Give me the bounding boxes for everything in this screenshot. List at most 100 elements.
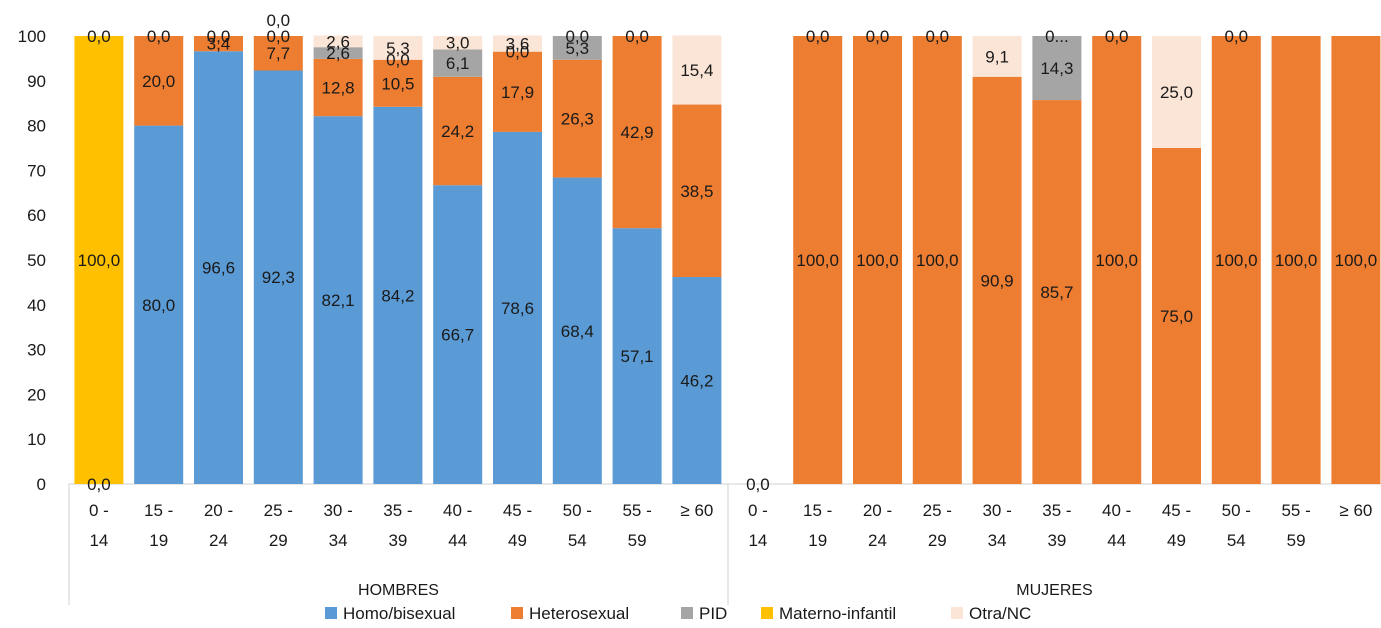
category-label: 35 -	[383, 501, 412, 520]
data-label: 0,0	[806, 27, 830, 46]
data-label: 100,0	[856, 251, 899, 270]
bar-segment-heterosexual	[612, 36, 662, 229]
bar-segment-materno-infantil	[74, 36, 124, 484]
bar-segment-pid	[552, 36, 602, 60]
bar-segment-pid	[1032, 36, 1082, 101]
data-label: 25,0	[1160, 83, 1193, 102]
data-label: 15,4	[680, 61, 713, 80]
bar-segment-homo-bisexual	[612, 228, 662, 484]
bar-segment-heterosexual	[1211, 36, 1261, 484]
bar-segment-heterosexual	[672, 104, 722, 278]
data-label: 0,0	[386, 51, 410, 70]
legend-swatch	[761, 607, 773, 619]
data-label: 0,0	[866, 27, 890, 46]
category-label: 45 -	[503, 501, 532, 520]
bar-segment-heterosexual	[1271, 36, 1321, 484]
bar-segment-pid	[313, 47, 363, 59]
category-label: 55 -	[622, 501, 651, 520]
data-label: 24,2	[441, 122, 474, 141]
data-label: 92,3	[262, 268, 295, 287]
bar-segment-heterosexual	[912, 36, 962, 484]
group-label: MUJERES	[1016, 582, 1092, 599]
data-label: 42,9	[621, 123, 654, 142]
data-label: 0,0	[266, 27, 290, 46]
category-label: 50 -	[563, 501, 592, 520]
data-label: 0,0	[207, 27, 231, 46]
legend-swatch	[951, 607, 963, 619]
data-label: 84,2	[381, 286, 414, 305]
data-label: 3,6	[506, 35, 530, 54]
category-label: 49	[1167, 531, 1186, 550]
category-label: 40 -	[1102, 501, 1131, 520]
data-label: 5,3	[386, 39, 410, 58]
data-label: 0,0	[1105, 27, 1129, 46]
bar-segment-homo-bisexual	[552, 177, 602, 484]
bar-segment-heterosexual	[1331, 36, 1381, 484]
bar-segment-homo-bisexual	[194, 51, 243, 485]
bar-segment-homo-bisexual	[373, 106, 423, 484]
category-label: 25 -	[923, 501, 952, 520]
data-label: 100,0	[1095, 251, 1138, 270]
data-label: 12,8	[322, 79, 355, 98]
data-label: 14,3	[1040, 59, 1073, 78]
bar-segment-homo-bisexual	[672, 277, 722, 484]
data-label: 0,0	[625, 27, 649, 46]
bar-segment-homo-bisexual	[313, 116, 363, 484]
data-label: 17,9	[501, 83, 534, 102]
category-label: 20 -	[863, 501, 892, 520]
data-label: 0,0	[87, 27, 111, 46]
data-label: 3,0	[446, 34, 470, 53]
legend-label: Heterosexual	[529, 604, 629, 623]
bar-segment-homo-bisexual	[433, 185, 483, 484]
data-label: 85,7	[1040, 283, 1073, 302]
data-label: 100,0	[916, 251, 959, 270]
category-label: 14	[89, 531, 108, 550]
data-label: 0,0	[746, 475, 770, 494]
data-label: 3,4	[207, 35, 231, 54]
bar-segment-heterosexual	[853, 36, 902, 484]
legend-swatch	[325, 607, 337, 619]
category-label: 19	[808, 531, 827, 550]
data-label: 100,0	[1335, 251, 1378, 270]
data-label: 0,0	[87, 475, 111, 494]
legend-swatch	[511, 607, 523, 619]
data-label: 46,2	[680, 372, 713, 391]
legend: Homo/bisexual Heterosexual PID Materno-infa…	[325, 604, 1031, 623]
bar-segment-heterosexual	[493, 51, 542, 132]
data-label: 68,4	[561, 322, 594, 341]
data-label: 100,0	[1275, 251, 1318, 270]
y-tick-label: 90	[27, 72, 46, 91]
bar-segment-heterosexual	[433, 76, 483, 186]
data-label: 0,0	[147, 27, 171, 46]
y-tick-label: 30	[27, 341, 46, 360]
bar-segment-heterosexual	[253, 36, 303, 71]
group-label: HOMBRES	[358, 582, 439, 599]
data-label: 0,0	[506, 43, 530, 62]
category-label: 20 -	[204, 501, 233, 520]
data-label: 9,1	[985, 47, 1009, 66]
axis-layer: 0 10 20 30 40 50 60 70 80 90 100 HOMBRES 0 - 14 15 - 19…	[18, 27, 1381, 605]
bar-segment-otra-nc	[313, 35, 363, 48]
data-label: 26,3	[561, 110, 594, 129]
category-label: ≥ 60	[680, 501, 713, 520]
category-label: 39	[388, 531, 407, 550]
data-label: 0,0	[1224, 27, 1248, 46]
data-label: 0,0	[565, 27, 589, 46]
category-label: 55 -	[1281, 501, 1310, 520]
data-label: 78,6	[501, 299, 534, 318]
category-label: 0 -	[748, 501, 768, 520]
bar-segment-otra-nc	[672, 35, 722, 105]
bar-segment-heterosexual	[134, 36, 184, 126]
labels-layer: 0,0100,00,080,020,00,096,63,40,092,37,70…	[78, 11, 1378, 494]
y-tick-label: 50	[27, 251, 46, 270]
data-label: 57,1	[621, 347, 654, 366]
category-label: 0 -	[89, 501, 109, 520]
data-label: 5,3	[565, 39, 589, 58]
data-label: 66,7	[441, 326, 474, 345]
data-label: 2,6	[326, 32, 350, 51]
category-label: 29	[269, 531, 288, 550]
category-label: 24	[209, 531, 228, 550]
category-label: 44	[1107, 531, 1126, 550]
bar-segment-heterosexual	[1032, 100, 1082, 485]
category-label: 25 -	[264, 501, 293, 520]
